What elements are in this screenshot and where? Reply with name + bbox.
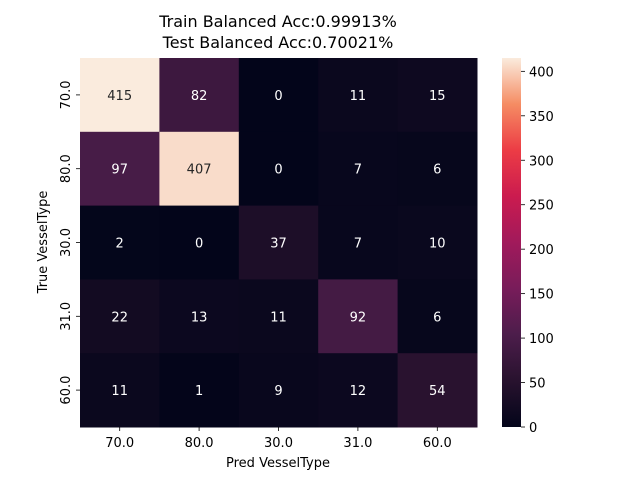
y-tick-label: 31.0 (59, 302, 74, 331)
cell-value-label: 0 (274, 89, 282, 104)
colorbar-tick-label: 0 (529, 421, 537, 436)
heatmap-cell (80, 58, 160, 133)
colorbar-tick-label: 200 (529, 243, 554, 258)
cell-value-label: 82 (191, 89, 208, 104)
cell-value-label: 15 (429, 89, 446, 104)
y-tick-label: 30.0 (59, 228, 74, 257)
heatmap-cell (238, 353, 319, 428)
heatmap-cell (397, 279, 478, 354)
heatmap-cell (238, 205, 319, 280)
heatmap-cell (238, 279, 319, 354)
heatmap-cell (159, 353, 240, 428)
cell-value-label: 415 (107, 89, 132, 104)
heatmap-cell (318, 131, 399, 207)
heatmap-cell (80, 131, 160, 207)
colorbar-tick-label: 400 (529, 65, 554, 80)
cell-value-label: 6 (433, 163, 441, 178)
heatmap-cell (318, 353, 399, 428)
y-tick-label: 80.0 (59, 154, 74, 183)
cell-value-label: 2 (116, 237, 124, 252)
cell-value-label: 22 (111, 310, 128, 325)
heatmap-cell (318, 279, 399, 354)
cell-value-label: 92 (350, 310, 367, 325)
x-tick-label: 31.0 (343, 436, 372, 451)
x-axis-ticks: 70.0 80.0 30.0 31.0 60.0 (105, 427, 452, 451)
cell-value-label: 407 (187, 163, 212, 178)
heatmap-cell (318, 58, 399, 133)
cell-value-label: 7 (354, 237, 362, 252)
colorbar (502, 58, 521, 427)
heatmap-cell (238, 58, 319, 133)
heatmap-cell (80, 205, 160, 280)
heatmap-cell (397, 58, 478, 133)
colorbar-tick-label: 100 (529, 332, 554, 347)
cell-value-label: 12 (350, 384, 367, 399)
cell-value-label: 13 (191, 310, 208, 325)
heatmap-cell (397, 205, 478, 280)
x-tick-label: 60.0 (423, 436, 452, 451)
cell-value-label: 6 (433, 310, 441, 325)
heatmap-cell (80, 279, 160, 354)
y-tick-label: 60.0 (59, 376, 74, 405)
cell-value-label: 1 (195, 384, 203, 399)
x-axis-label: Pred VesselType (226, 456, 330, 471)
chart-title-line-1: Train Balanced Acc:0.99913% (158, 12, 397, 31)
x-tick-label: 30.0 (264, 436, 293, 451)
heatmap-cell (159, 279, 240, 354)
cell-value-label: 11 (270, 310, 287, 325)
heatmap-cell (397, 131, 478, 207)
x-tick-label: 80.0 (185, 436, 214, 451)
x-tick-label: 70.0 (105, 436, 134, 451)
colorbar-tick-label: 250 (529, 199, 554, 214)
y-tick-label: 70.0 (59, 80, 74, 109)
y-axis-ticks: 70.0 80.0 30.0 31.0 60.0 (59, 80, 80, 405)
cell-value-label: 11 (350, 89, 367, 104)
colorbar-tick-label: 350 (529, 110, 554, 125)
cell-value-label: 7 (354, 163, 362, 178)
heatmap-cell (159, 205, 240, 280)
cell-value-label: 11 (111, 384, 128, 399)
cell-value-label: 0 (274, 163, 282, 178)
chart-title-line-2: Test Balanced Acc:0.70021% (162, 33, 394, 52)
cell-value-label: 37 (270, 237, 287, 252)
heatmap-cell (397, 353, 478, 428)
cell-value-label: 97 (111, 163, 128, 178)
colorbar-tick-label: 300 (529, 154, 554, 169)
colorbar-tick-label: 150 (529, 288, 554, 303)
cell-value-label: 0 (195, 237, 203, 252)
heatmap-cell (159, 58, 240, 133)
heatmap-cells (80, 58, 478, 428)
colorbar-ticks: 0 50 100 150 200 250 300 350 400 (521, 65, 554, 436)
heatmap-cell (318, 205, 399, 280)
heatmap-cell (80, 353, 160, 428)
heatmap-cell (159, 131, 240, 207)
cell-value-label: 54 (429, 384, 446, 399)
y-axis-label: True VesselType (36, 191, 51, 295)
cell-value-label: 10 (429, 237, 446, 252)
colorbar-tick-label: 50 (529, 377, 546, 392)
cell-value-label: 9 (274, 384, 282, 399)
heatmap-cell (238, 131, 319, 207)
